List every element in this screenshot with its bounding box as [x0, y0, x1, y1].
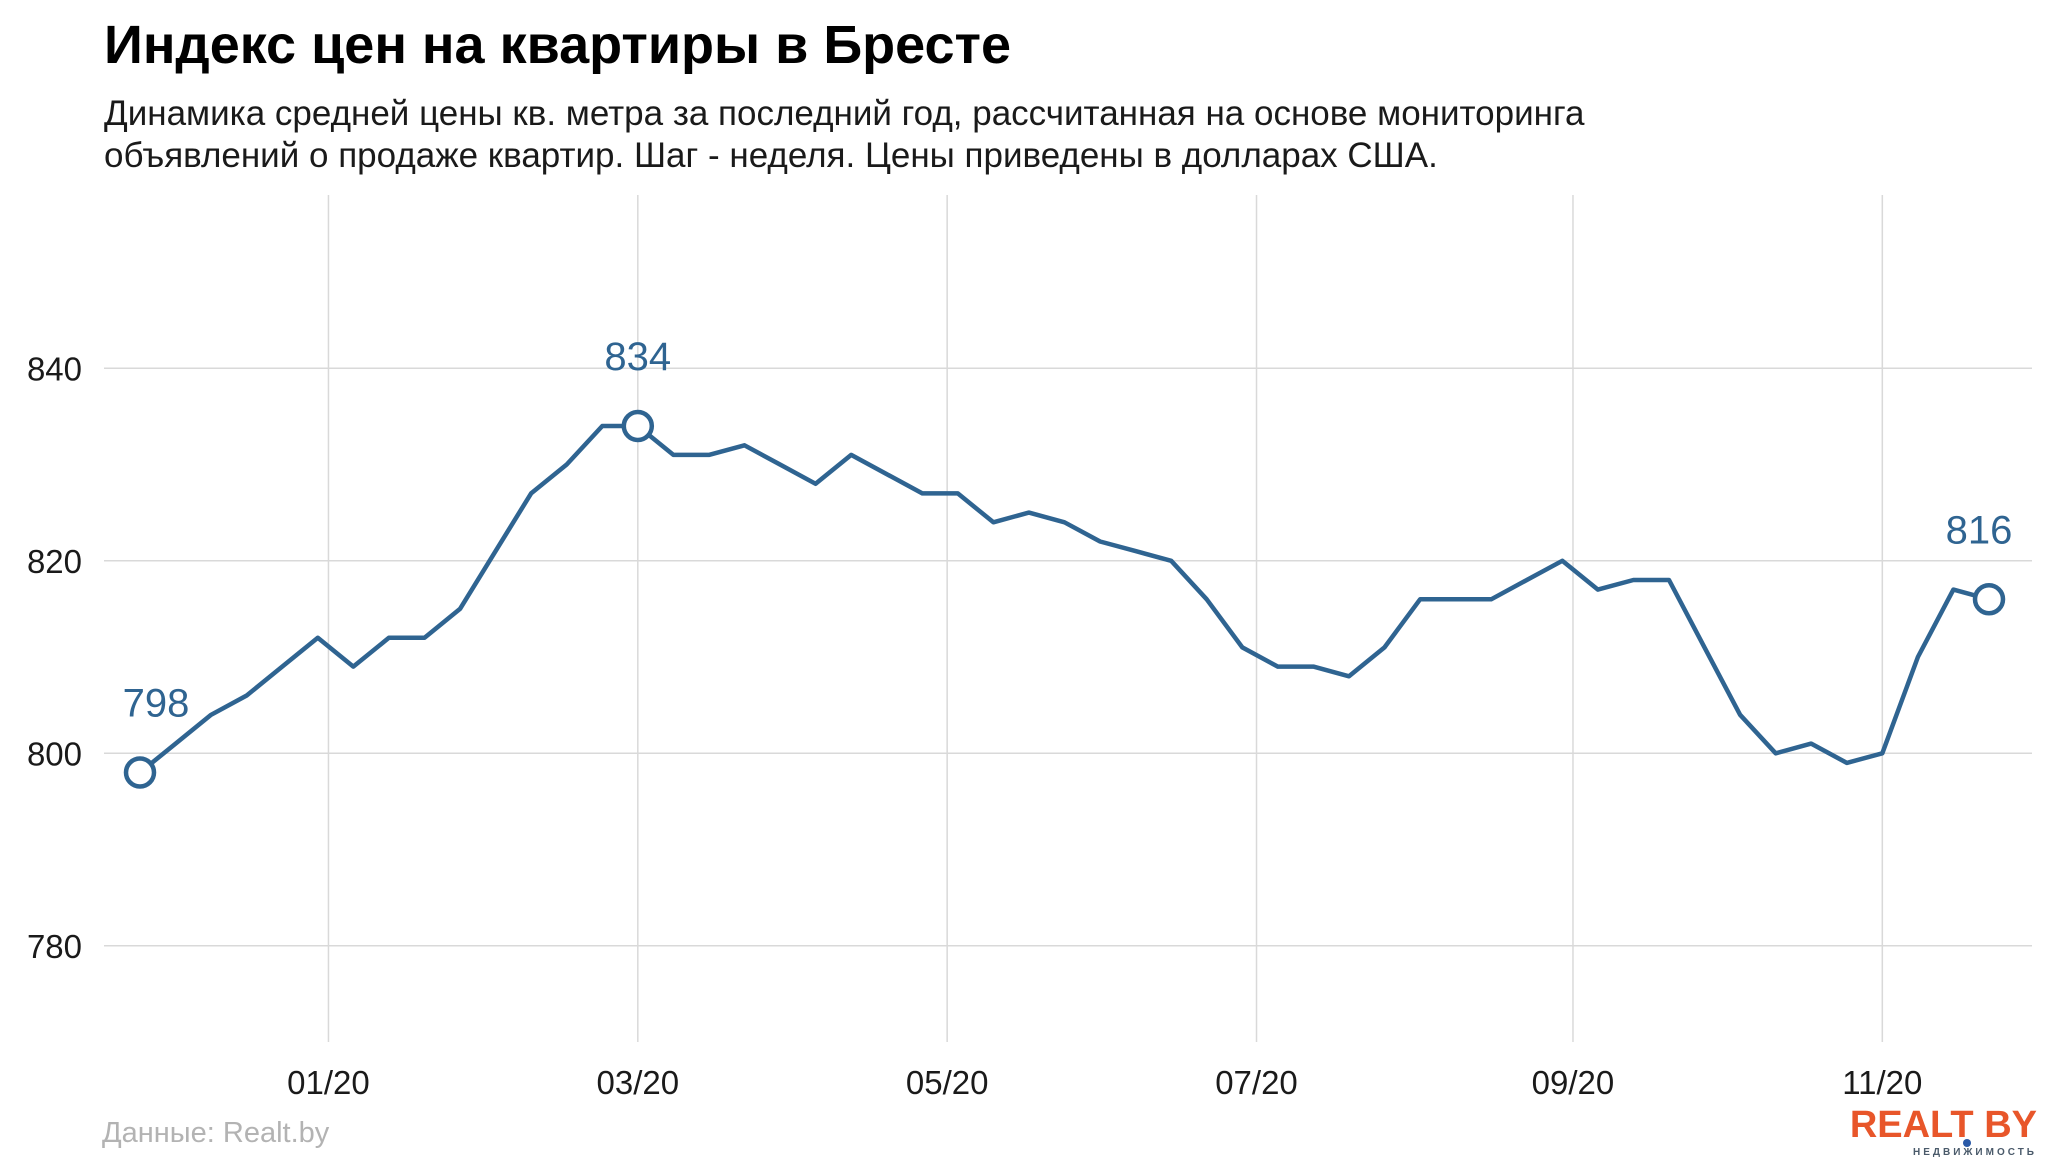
subtitle-line-1: Динамика средней цены кв. метра за после… — [104, 94, 1585, 133]
logo-subtext: НЕДВИЖИМОСТЬ — [1912, 1147, 2037, 1158]
x-tick-label: 11/20 — [1842, 1064, 1922, 1101]
x-tick-label: 05/20 — [906, 1064, 989, 1101]
subtitle-line-2: объявлений о продаже квартир. Шаг - неде… — [104, 136, 1438, 175]
x-tick-label: 09/20 — [1532, 1064, 1615, 1101]
annotated-point — [123, 756, 157, 789]
x-tick-label: 07/20 — [1215, 1064, 1298, 1101]
y-tick-label: 820 — [27, 543, 82, 580]
point-annotations: 798 834 816 — [123, 335, 2013, 789]
source-caption: Данные: Realt.by — [102, 1117, 330, 1149]
x-axis-ticks: 01/20 03/20 05/20 07/20 09/20 11/20 — [287, 1064, 1922, 1101]
y-tick-label: 800 — [27, 735, 82, 772]
annotation-label: 816 — [1946, 508, 2013, 552]
logo-dot — [1963, 1139, 1971, 1147]
annotated-point — [1972, 583, 2006, 616]
annotation-label: 834 — [604, 335, 671, 379]
y-tick-label: 780 — [27, 928, 82, 965]
x-tick-label: 01/20 — [287, 1064, 370, 1101]
y-tick-label: 840 — [27, 350, 82, 387]
realt-logo: REALT BY НЕДВИЖИМОСТЬ — [1850, 1105, 2037, 1161]
x-tick-label: 03/20 — [597, 1064, 680, 1101]
chart-title: Индекс цен на квартиры в Бресте — [104, 15, 1011, 75]
y-axis-ticks: 780 800 820 840 — [27, 350, 82, 965]
chart-subtitle: Динамика средней цены кв. метра за после… — [104, 93, 1904, 177]
annotated-point — [621, 409, 655, 443]
logo-text: REALT BY — [1849, 1104, 2037, 1146]
gridlines — [104, 195, 2032, 1042]
annotation-label: 798 — [123, 682, 190, 726]
series-line — [137, 423, 1992, 775]
